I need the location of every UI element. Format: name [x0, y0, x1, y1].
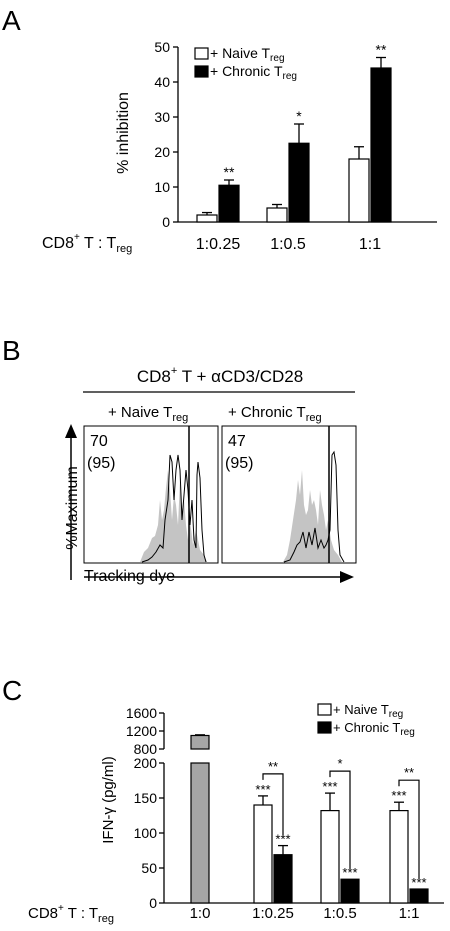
panel-a-legend-swatch — [194, 65, 209, 78]
panel-c-y-tick-label: 0 — [149, 895, 157, 911]
panel-a-x-tick-label: 1:0.5 — [270, 236, 306, 253]
panel-c-x-tick-label: 1:1 — [399, 905, 420, 922]
panel-a-y-tick-label: 10 — [154, 179, 170, 195]
panel-a-y-tick-label: 40 — [154, 74, 170, 90]
panel-c-bar — [273, 854, 293, 904]
panel-c-y-tick-label: 200 — [134, 755, 158, 771]
panel-c-legend: + Naive Treg+ Chronic Treg — [317, 702, 415, 738]
panel-b-x-axis-label: Tracking dye — [84, 568, 175, 585]
panel-c-bar — [409, 888, 429, 904]
panel-a-axes: 0 10 20 30 40 50 1:0.25 1:0.5 1:1 — [154, 39, 437, 253]
panel-c-legend-label: + Naive Treg — [333, 702, 403, 720]
panel-c-row-label: CD8+ T : Treg — [28, 903, 114, 925]
panel-a-y-tick-label: 20 — [154, 144, 170, 160]
panel-c-comparison-bracket — [329, 770, 351, 870]
panel-c-significance-mark: *** — [255, 782, 270, 797]
panel-c-x-tick-label: 1:0.5 — [323, 905, 356, 922]
panel-a-bar — [196, 214, 218, 223]
panel-c-bar — [253, 804, 273, 904]
panel-a-bar — [218, 184, 240, 223]
histogram-1-paren: (95) — [87, 455, 115, 472]
panel-a-y-axis-label: % inhibition — [115, 92, 132, 174]
panel-c-bar — [320, 809, 340, 904]
panel-c-y-tick-label-upper: 1200 — [126, 723, 157, 739]
panel-c-x-tick-label: 1:0 — [190, 905, 211, 922]
histogram-1-treated-line — [141, 454, 207, 563]
histogram-1: 70 (95) — [83, 425, 219, 564]
histogram-2: 47 (95) — [221, 425, 357, 564]
histogram-2-frame — [221, 425, 357, 564]
panel-a-x-tick-label: 1:1 — [359, 236, 381, 253]
panel-a-row-label: CD8+ T : Treg — [42, 232, 132, 255]
panel-c-control-bar-upper — [190, 734, 210, 750]
panel-c-y-tick-label: 100 — [134, 825, 158, 841]
panel-a-bar — [348, 158, 370, 223]
panel-c-significance-mark: *** — [322, 779, 337, 794]
panel-a-significance-mark: ** — [376, 42, 387, 58]
panel-c-y-tick-label: 150 — [134, 790, 158, 806]
panel-a-y-tick-label: 50 — [154, 39, 170, 55]
panel-c-comparison-mark: ** — [404, 765, 414, 780]
panel-c-significance-mark: *** — [342, 865, 357, 880]
panel-a-legend-label: + Naive Treg — [210, 45, 285, 64]
panel-a-legend-label: + Chronic Treg — [210, 63, 297, 82]
panel-c-y-tick-label-upper: 1600 — [126, 705, 157, 721]
histogram-2-label: + Chronic Treg — [228, 404, 322, 424]
panel-b-x-arrow-head — [340, 571, 354, 583]
panel-c-control-bar-lower — [190, 762, 210, 904]
panel-a-bars: ***** — [196, 42, 392, 223]
panel-c-bar — [389, 809, 409, 904]
panel-c-y-axis-label: IFN-γ (pg/ml) — [100, 756, 117, 844]
histogram-2-value: 47 — [228, 433, 246, 450]
histogram-2-paren: (95) — [225, 455, 253, 472]
panel-c-letter: C — [2, 675, 22, 706]
panel-a-bar — [266, 207, 288, 223]
histogram-1-value: 70 — [90, 433, 108, 450]
histogram-1-control-fill — [140, 470, 207, 562]
panel-c-comparison-mark: * — [337, 756, 342, 771]
panel-c-significance-mark: *** — [391, 788, 406, 803]
panel-b-y-arrow-head — [65, 424, 77, 438]
panel-a-significance-mark: * — [296, 108, 302, 124]
panel-c-comparison-mark: ** — [268, 759, 278, 774]
panel-c-x-tick-label: 1:0.25 — [252, 905, 294, 922]
panel-a-legend: + Naive Treg+ Chronic Treg — [194, 45, 297, 82]
panel-c-comparison-bracket — [398, 779, 420, 879]
panel-a-legend-swatch — [194, 47, 209, 60]
panel-a-letter: A — [2, 5, 21, 36]
panel-b-y-axis-label: %Maximum — [64, 466, 81, 550]
panel-c-significance-mark: *** — [275, 832, 290, 847]
histogram-1-frame — [83, 425, 219, 564]
panel-b-header: CD8+ T + αCD3/CD28 — [137, 365, 303, 386]
panel-a-y-tick-label: 0 — [162, 214, 170, 230]
histogram-2-treated-line — [283, 450, 345, 563]
panel-c-legend-swatch — [317, 703, 332, 716]
panel-c-y-tick-label-upper: 800 — [134, 741, 158, 757]
histogram-1-label: + Naive Treg — [108, 404, 188, 424]
panel-c-significance-mark: *** — [411, 875, 426, 890]
panel-c-bar — [340, 878, 360, 904]
panel-b-letter: B — [2, 335, 21, 366]
panel-b: B CD8+ T + αCD3/CD28 + Naive Treg + Chro… — [2, 335, 357, 585]
panel-c-y-tick-label: 50 — [141, 860, 157, 876]
panel-a-y-tick-label: 30 — [154, 109, 170, 125]
panel-c-legend-label: + Chronic Treg — [333, 720, 415, 738]
panel-c-bars: *** ***************** *** — [190, 734, 429, 904]
panel-c-legend-swatch — [317, 721, 332, 734]
panel-c-comparison-bracket — [262, 773, 284, 836]
panel-a-x-tick-label: 1:0.25 — [196, 236, 241, 253]
panel-a: A % inhibition 0 10 20 30 40 50 1:0.25 1:0.5 1:1… — [2, 5, 437, 255]
panel-a-bar — [370, 67, 392, 223]
histogram-2-control-fill — [283, 470, 342, 562]
panel-a-bar — [288, 142, 310, 223]
panel-a-significance-mark: ** — [224, 164, 235, 180]
